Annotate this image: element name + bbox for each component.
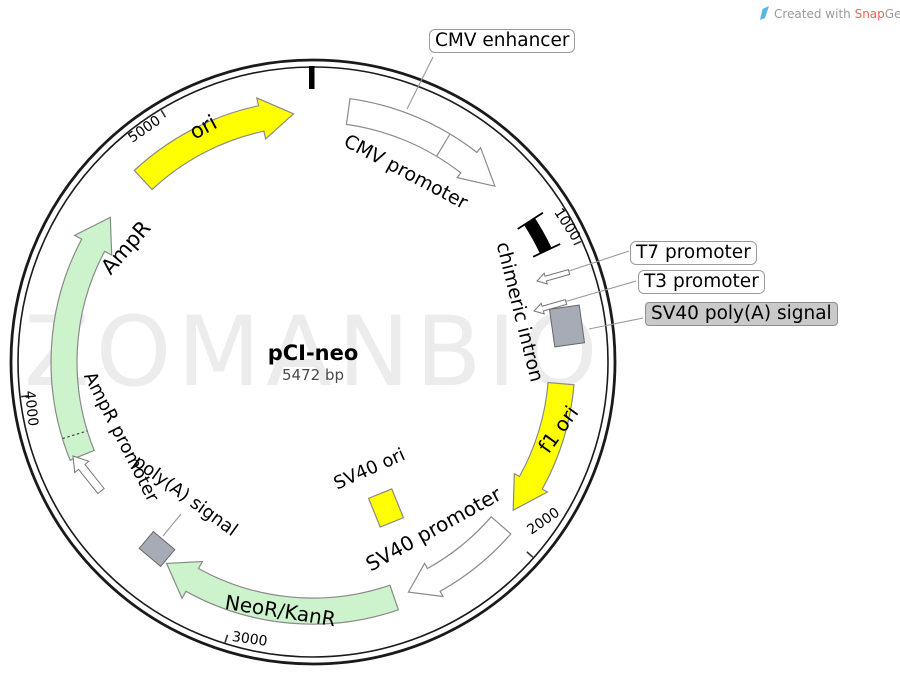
tick-2000 <box>526 551 534 558</box>
snapgene-leaf-icon <box>760 6 769 20</box>
label-leader-lines <box>162 56 644 537</box>
ampr-arrow[interactable] <box>50 216 113 461</box>
polya-signal-leader <box>162 513 182 537</box>
tick-4000 <box>20 394 30 398</box>
cmv-enhancer-promoter-arrow[interactable] <box>345 98 496 188</box>
plasmid-name: pCI-neo <box>267 341 359 365</box>
scale-tick-marks <box>20 109 582 643</box>
t3-promoter-arrow[interactable] <box>533 298 568 315</box>
t7-promoter-arrow[interactable] <box>536 268 571 285</box>
credit-brand-gene: Gene <box>884 7 900 21</box>
sv40-polya-box[interactable] <box>548 304 586 348</box>
origin-position-tick <box>309 66 315 89</box>
plasmid-title-block: pCI-neo 5472 bp <box>213 341 413 384</box>
tick-1000 <box>573 240 582 246</box>
ampr-signal-sequence-divider <box>62 430 88 440</box>
t3-promoter-leader <box>556 280 637 305</box>
ampr-promoter-arrow[interactable] <box>72 455 105 495</box>
credit-text: Created with SnapGene® <box>774 6 900 21</box>
snapgene-credit: Created with SnapGene® <box>758 6 900 21</box>
sv40-polya-label[interactable]: SV40 poly(A) signal <box>645 302 838 326</box>
cmv-enhancer-leader <box>406 56 434 110</box>
t3-promoter-label[interactable]: T3 promoter <box>638 270 765 294</box>
chimeric-intron-bar[interactable] <box>523 217 552 254</box>
chimeric-intron-cap-start <box>517 211 544 230</box>
f1-ori-arrow[interactable] <box>512 381 575 512</box>
tick-5000 <box>160 109 167 118</box>
cmv-enhancer-promoter-divider <box>436 133 451 157</box>
sv40-promoter-arrow[interactable] <box>407 515 512 598</box>
credit-brand-snap: Snap <box>854 7 885 21</box>
watermark-text: ZOMANBIO <box>24 296 604 408</box>
chimeric-intron-cap-end <box>532 243 561 258</box>
neor-kanr-arrow[interactable] <box>165 560 400 625</box>
sv40-ori-box[interactable] <box>367 488 405 528</box>
t7-promoter-leader <box>559 250 630 275</box>
tick-label-4000: 4000 <box>21 389 41 428</box>
credit-prefix: Created with <box>774 7 855 21</box>
ori-arrow[interactable] <box>133 96 295 191</box>
polya-signal-box[interactable] <box>138 530 176 568</box>
plasmid-size: 5472 bp <box>282 366 344 384</box>
tick-3000 <box>224 634 229 643</box>
t7-promoter-label[interactable]: T7 promoter <box>630 241 757 265</box>
cmv-enhancer-label[interactable]: CMV enhancer <box>429 29 576 53</box>
sv40-polya-leader <box>588 317 644 330</box>
plasmid-backbone-outer-ring <box>9 58 617 666</box>
